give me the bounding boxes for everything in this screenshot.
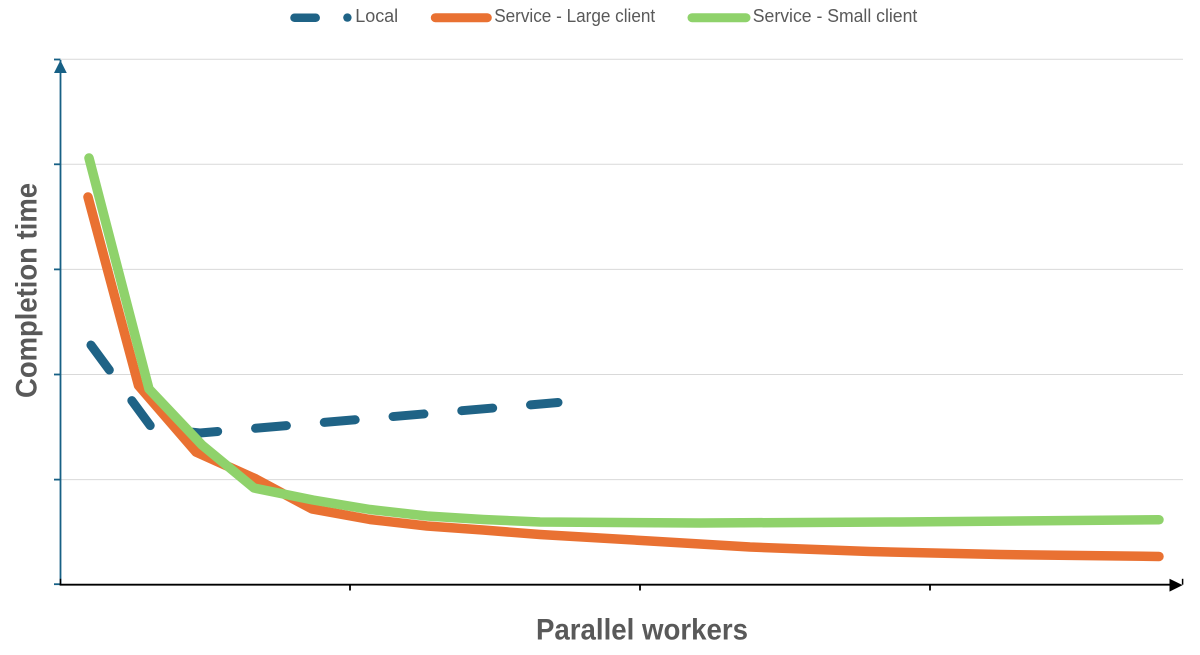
svg-text:Local: Local — [355, 5, 398, 26]
svg-text:Service - Large client: Service - Large client — [494, 5, 655, 26]
svg-text:Service - Small client: Service - Small client — [753, 5, 918, 26]
svg-text:Parallel workers: Parallel workers — [536, 614, 748, 647]
svg-text:Completion time: Completion time — [11, 183, 44, 398]
